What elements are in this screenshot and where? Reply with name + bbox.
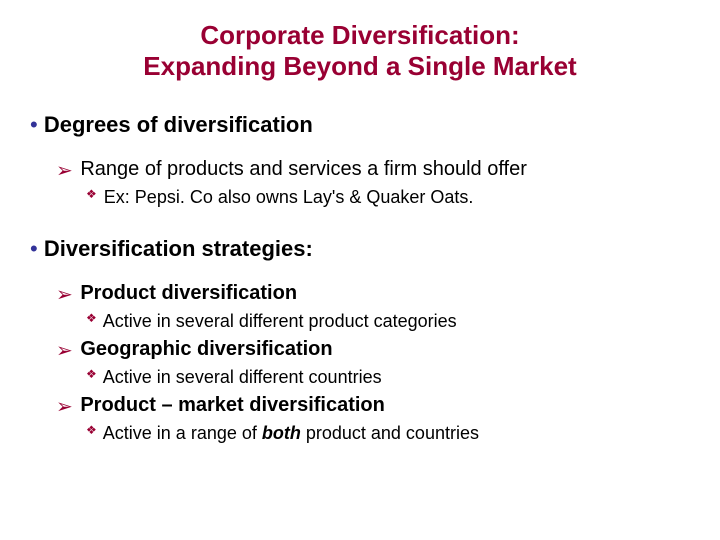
slide-title: Corporate Diversification: Expanding Bey… bbox=[30, 20, 690, 82]
level3-text: Active in a range of both product and co… bbox=[103, 423, 479, 443]
level2-item: ➢ Range of products and services a firm … bbox=[56, 158, 690, 183]
arrow-right-icon: ➢ bbox=[56, 394, 73, 419]
diamond-bullet-icon: ❖ bbox=[86, 311, 97, 325]
diamond-bullet-icon: ❖ bbox=[86, 367, 97, 381]
slide: Corporate Diversification: Expanding Bey… bbox=[0, 0, 720, 540]
diamond-bullet-icon: ❖ bbox=[86, 423, 97, 437]
level3-text: Active in several different countries bbox=[103, 367, 382, 387]
diamond-bullet-icon: ❖ bbox=[86, 187, 97, 201]
level3-prefix: Ex: bbox=[104, 187, 130, 207]
level3-item: ❖ Active in a range of both product and … bbox=[86, 423, 690, 444]
level1-item: • Diversification strategies: bbox=[30, 236, 690, 262]
level1-item: • Degrees of diversification bbox=[30, 112, 690, 138]
level2-text: Geographic diversification bbox=[80, 338, 332, 360]
level2-text: Product diversification bbox=[80, 282, 297, 304]
level3-text: Ex: Pepsi. Co also owns Lay's & Quaker O… bbox=[104, 187, 474, 207]
level2-text: Range of products and services a firm sh… bbox=[80, 158, 527, 180]
arrow-right-icon: ➢ bbox=[56, 158, 73, 183]
level3-text: Active in several different product cate… bbox=[103, 311, 457, 331]
level3-item: ❖ Active in several different product ca… bbox=[86, 311, 690, 332]
level2-item: ➢ Product diversification bbox=[56, 282, 690, 307]
level2-item: ➢ Product – market diversification bbox=[56, 394, 690, 419]
level1-text: Degrees of diversification bbox=[44, 112, 313, 137]
title-line-2: Expanding Beyond a Single Market bbox=[30, 51, 690, 82]
level1-text: Diversification strategies: bbox=[44, 236, 313, 261]
level3-item: ❖ Ex: Pepsi. Co also owns Lay's & Quaker… bbox=[86, 187, 690, 208]
level2-item: ➢ Geographic diversification bbox=[56, 338, 690, 363]
level3-body: Pepsi. Co also owns Lay's & Quaker Oats. bbox=[130, 187, 474, 207]
arrow-right-icon: ➢ bbox=[56, 338, 73, 363]
title-line-1: Corporate Diversification: bbox=[30, 20, 690, 51]
arrow-right-icon: ➢ bbox=[56, 282, 73, 307]
bullet-l1-icon: • bbox=[30, 112, 38, 138]
bullet-l1-icon: • bbox=[30, 236, 38, 262]
level2-text: Product – market diversification bbox=[80, 394, 385, 416]
level3-item: ❖ Active in several different countries bbox=[86, 367, 690, 388]
